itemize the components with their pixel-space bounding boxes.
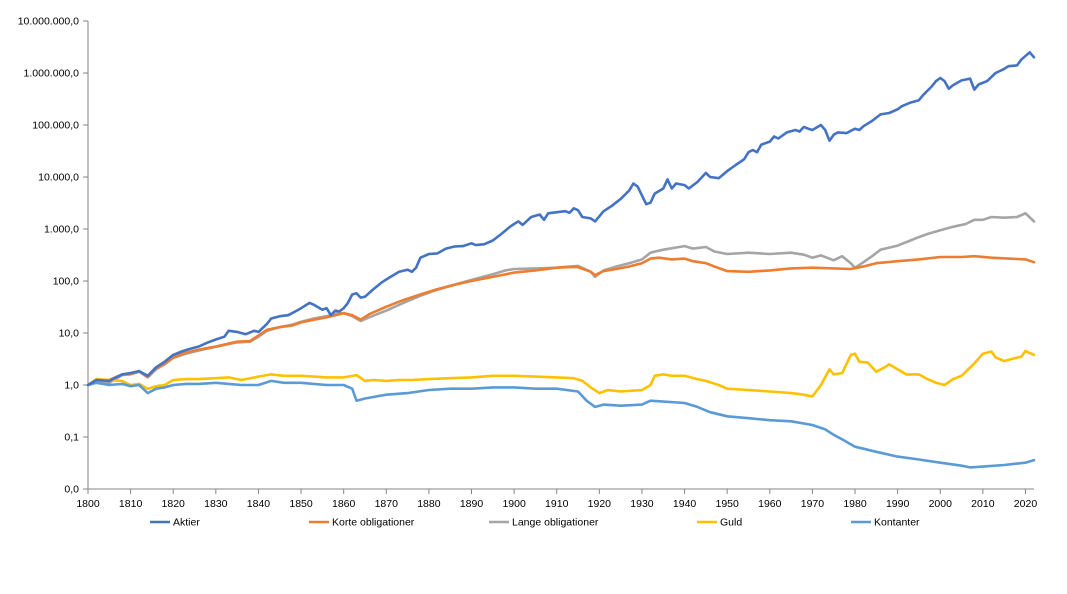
- series-line-kontanter: [86, 379, 1036, 469]
- y-tick-label: 1,0: [64, 380, 79, 392]
- x-tick-label: 1900: [502, 498, 526, 510]
- series-line-korte-obligationer: [86, 254, 1036, 387]
- x-tick-label: 1800: [76, 498, 100, 510]
- x-tick-label: 1920: [588, 498, 612, 510]
- axes: [83, 20, 1034, 494]
- x-tick-label: 2020: [1014, 498, 1038, 510]
- y-tick-label: 10.000.000,0: [18, 16, 79, 28]
- legend-item-lange-obligationer: Lange obligationer: [489, 517, 599, 529]
- x-tick-label: 1990: [886, 498, 910, 510]
- y-tick-label: 10,0: [59, 328, 80, 340]
- series-line-lange-obligationer: [86, 212, 1036, 387]
- y-tick-label: 1.000,0: [44, 224, 79, 236]
- y-tick-label: 0,0: [64, 484, 79, 496]
- legend-label: Guld: [720, 517, 742, 529]
- x-tick-label: 1820: [162, 498, 186, 510]
- x-tick-label: 1950: [716, 498, 740, 510]
- x-tick-label: 1850: [289, 498, 313, 510]
- x-tick-label: 1840: [247, 498, 271, 510]
- x-tick-label: 1980: [843, 498, 867, 510]
- legend-item-korte-obligationer: Korte obligationer: [309, 517, 415, 529]
- y-tick-label: 1.000.000,0: [24, 68, 80, 80]
- legend-item-aktier: Aktier: [150, 517, 200, 529]
- legend-label: Korte obligationer: [332, 517, 415, 529]
- series-line-aktier: [86, 51, 1036, 387]
- legend-label: Kontanter: [874, 517, 920, 529]
- x-tick-label: 2000: [929, 498, 953, 510]
- series-line-guld: [86, 349, 1036, 398]
- y-tick-label: 0,1: [64, 432, 79, 444]
- x-tick-label: 1940: [673, 498, 697, 510]
- x-tick-label: 1810: [119, 498, 143, 510]
- x-tick-label: 1830: [204, 498, 228, 510]
- x-tick-label: 1880: [417, 498, 441, 510]
- x-tick-label: 1970: [801, 498, 825, 510]
- tick-labels: 0,0 0,1 1,0 10,0 100,0 1.000,0 10.000,0 100.000…: [18, 16, 1038, 511]
- x-tick-label: 1860: [332, 498, 356, 510]
- y-tick-label: 100.000,0: [32, 120, 79, 132]
- x-tick-label: 2010: [971, 498, 995, 510]
- x-tick-label: 1870: [375, 498, 399, 510]
- x-tick-label: 1960: [758, 498, 782, 510]
- y-tick-label: 10.000,0: [38, 172, 79, 184]
- legend-label: Aktier: [173, 517, 200, 529]
- legend-item-kontanter: Kontanter: [851, 517, 920, 529]
- x-tick-label: 1930: [630, 498, 654, 510]
- series-lines: [86, 51, 1036, 469]
- x-tick-label: 1910: [545, 498, 569, 510]
- legend-item-guld: Guld: [697, 517, 742, 529]
- x-tick-label: 1890: [460, 498, 484, 510]
- y-tick-label: 100,0: [53, 276, 79, 288]
- legend: Aktier Korte obligationer Lange obligation…: [150, 517, 920, 529]
- legend-label: Lange obligationer: [512, 517, 599, 529]
